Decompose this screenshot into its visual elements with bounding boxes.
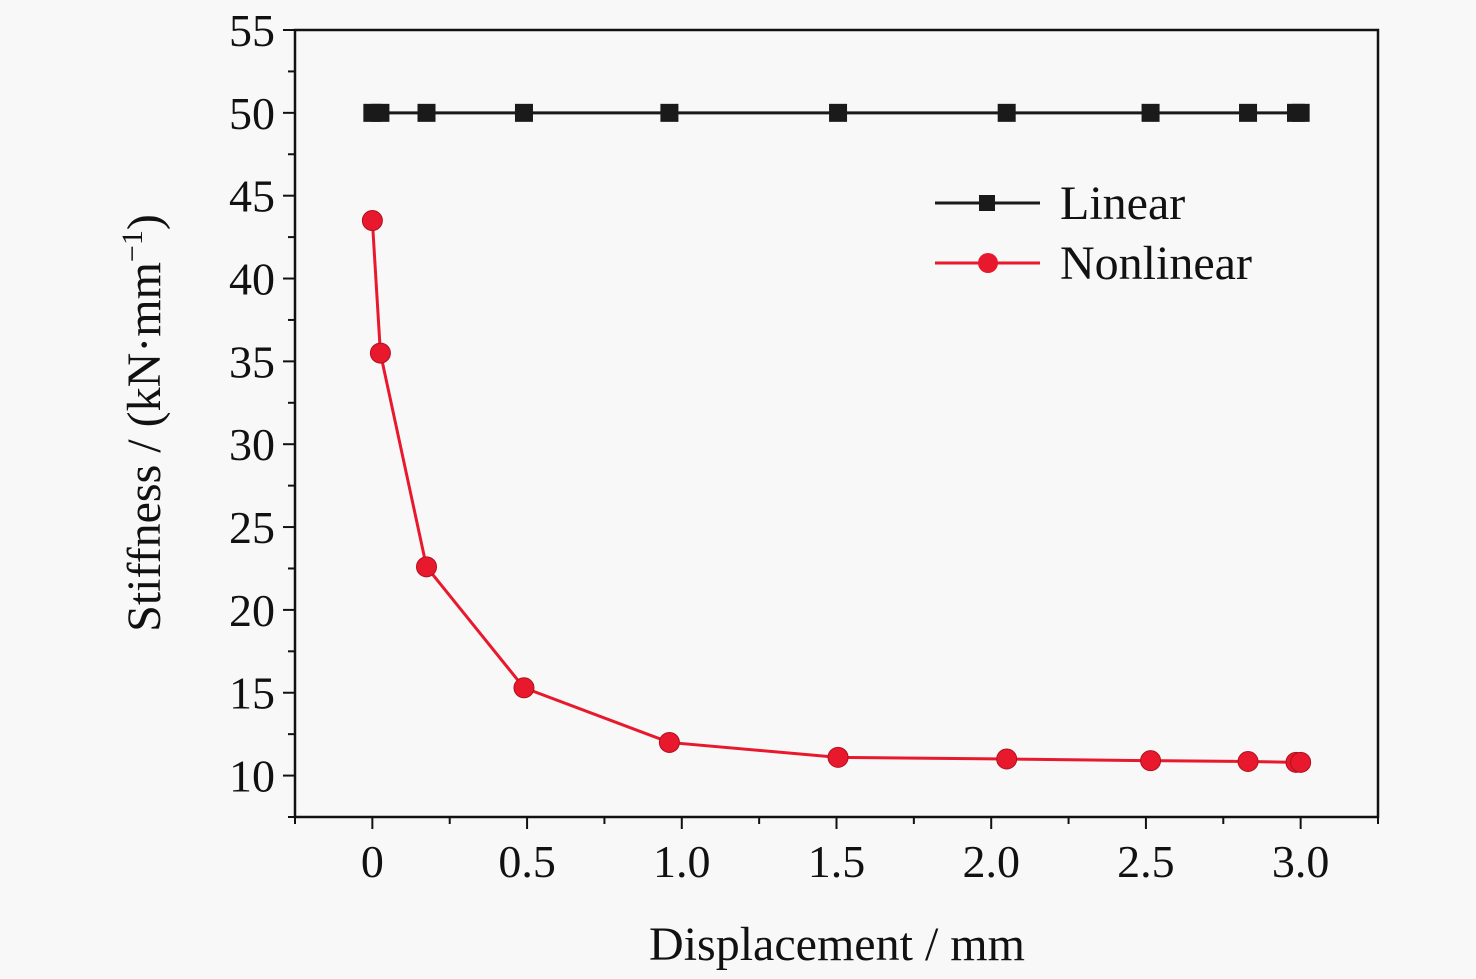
y-axis-label-close: ) — [118, 214, 171, 230]
data-point-nonlinear — [827, 746, 849, 768]
x-tick-label: 0.5 — [498, 836, 556, 887]
data-point-linear — [514, 103, 533, 122]
y-axis-label-superscript: −1 — [116, 230, 149, 262]
data-point-linear — [829, 103, 848, 122]
y-tick-label: 40 — [229, 254, 275, 305]
data-point-linear — [1291, 103, 1310, 122]
y-axis-label-main: Stiffness / (kN·mm — [118, 262, 171, 632]
x-tick-label: 3.0 — [1272, 836, 1330, 887]
plot-frame — [293, 28, 1380, 819]
data-point-nonlinear — [369, 342, 391, 364]
legend: Linear Nonlinear — [935, 177, 1252, 290]
y-tick-label: 55 — [229, 5, 275, 56]
data-point-linear — [371, 103, 390, 122]
data-point-nonlinear — [658, 731, 680, 753]
data-point-linear — [997, 103, 1016, 122]
data-point-nonlinear — [1237, 750, 1259, 772]
y-tick-label: 50 — [229, 88, 275, 139]
legend-marker-square-icon — [979, 195, 995, 211]
data-point-linear — [1141, 103, 1160, 122]
data-point-nonlinear — [361, 210, 383, 232]
y-tick-label: 35 — [229, 336, 275, 387]
data-point-nonlinear — [996, 748, 1018, 770]
y-tick-label: 45 — [229, 171, 275, 222]
x-tick-label: 0 — [361, 836, 384, 887]
data-point-linear — [1239, 103, 1258, 122]
legend-label: Nonlinear — [1060, 237, 1252, 290]
data-point-nonlinear — [1140, 750, 1162, 772]
legend-label: Linear — [1060, 177, 1185, 230]
data-point-linear — [417, 103, 436, 122]
series-line-nonlinear — [370, 220, 1301, 764]
x-tick-label: 1.5 — [808, 836, 866, 887]
data-point-nonlinear — [1290, 751, 1312, 773]
legend-marker-circle-icon — [978, 253, 998, 273]
data-point-nonlinear — [513, 677, 535, 699]
x-tick-label: 2.0 — [962, 836, 1020, 887]
data-point-linear — [660, 103, 679, 122]
y-tick-label: 10 — [229, 751, 275, 802]
data-point-nonlinear — [416, 556, 438, 578]
y-tick-label: 30 — [229, 419, 275, 470]
y-axis-label: Stiffness / (kN·mm−1) — [116, 214, 171, 632]
x-tick-label: 2.5 — [1117, 836, 1175, 887]
y-tick-label: 25 — [229, 502, 275, 553]
y-tick-label: 20 — [229, 585, 275, 636]
x-tick-label: 1.0 — [653, 836, 711, 887]
x-axis-label: Displacement / mm — [649, 918, 1025, 971]
y-tick-label: 15 — [229, 668, 275, 719]
